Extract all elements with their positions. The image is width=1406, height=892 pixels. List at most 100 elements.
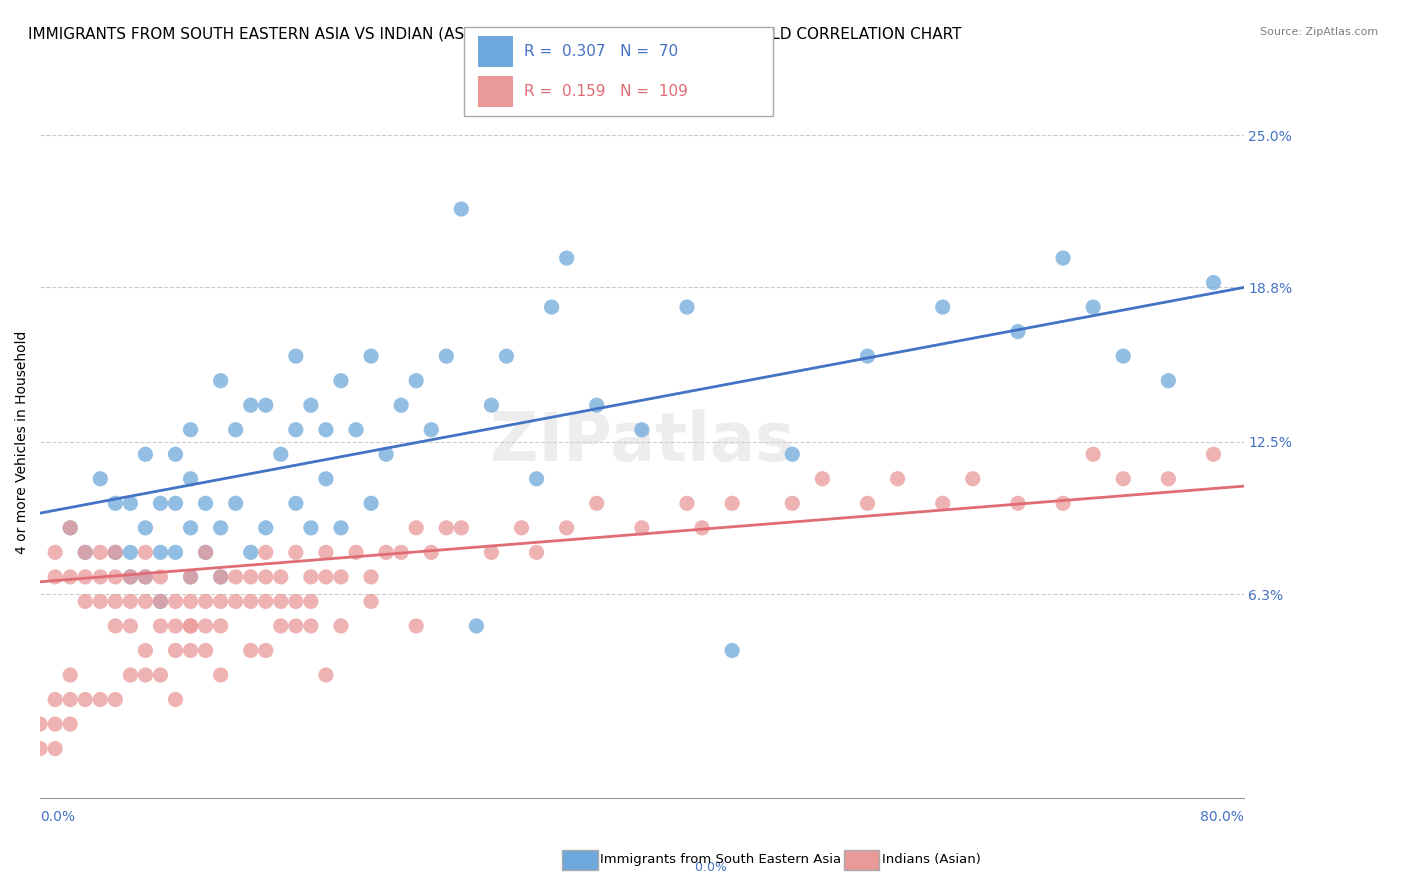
Point bbox=[120, 668, 142, 682]
Point bbox=[1081, 300, 1104, 314]
Point bbox=[782, 447, 804, 461]
Point bbox=[1052, 496, 1074, 510]
Point bbox=[540, 300, 562, 314]
Point bbox=[180, 594, 202, 608]
Point bbox=[1202, 447, 1225, 461]
Text: 0.0%: 0.0% bbox=[679, 861, 727, 874]
Point bbox=[239, 570, 262, 584]
Point bbox=[299, 398, 322, 412]
Point bbox=[59, 521, 82, 535]
Point bbox=[209, 570, 232, 584]
Point bbox=[676, 496, 699, 510]
Point bbox=[360, 594, 382, 608]
Point bbox=[209, 570, 232, 584]
Point bbox=[405, 374, 427, 388]
Point bbox=[270, 570, 292, 584]
Point bbox=[44, 741, 66, 756]
Point bbox=[434, 349, 457, 363]
Point bbox=[89, 545, 111, 559]
Point bbox=[526, 545, 548, 559]
Point bbox=[811, 472, 834, 486]
Point bbox=[315, 570, 337, 584]
Text: 0.0%: 0.0% bbox=[41, 810, 75, 824]
Point bbox=[450, 202, 472, 216]
Point bbox=[284, 545, 307, 559]
Point bbox=[134, 521, 156, 535]
Point bbox=[284, 423, 307, 437]
Point bbox=[555, 251, 578, 265]
Point bbox=[631, 521, 654, 535]
Point bbox=[134, 447, 156, 461]
Point bbox=[254, 545, 277, 559]
Point bbox=[104, 545, 127, 559]
Point bbox=[1007, 325, 1029, 339]
Point bbox=[149, 570, 172, 584]
Point bbox=[134, 570, 156, 584]
Point bbox=[465, 619, 488, 633]
Point bbox=[209, 594, 232, 608]
Point bbox=[149, 496, 172, 510]
Point bbox=[180, 570, 202, 584]
Point bbox=[165, 643, 187, 657]
Point bbox=[284, 594, 307, 608]
Point bbox=[856, 349, 879, 363]
Point bbox=[75, 594, 97, 608]
Point bbox=[89, 692, 111, 706]
Point bbox=[149, 545, 172, 559]
Point bbox=[239, 398, 262, 412]
Point bbox=[315, 472, 337, 486]
Point bbox=[44, 545, 66, 559]
Point bbox=[59, 521, 82, 535]
Point bbox=[1202, 276, 1225, 290]
Point bbox=[180, 619, 202, 633]
Point bbox=[225, 594, 247, 608]
Point bbox=[104, 545, 127, 559]
Point bbox=[239, 545, 262, 559]
Point bbox=[30, 741, 52, 756]
Point bbox=[721, 643, 744, 657]
Point bbox=[120, 545, 142, 559]
Point bbox=[134, 594, 156, 608]
Text: 80.0%: 80.0% bbox=[1199, 810, 1243, 824]
Point bbox=[254, 594, 277, 608]
Point bbox=[330, 570, 353, 584]
Point bbox=[225, 496, 247, 510]
Point bbox=[59, 570, 82, 584]
Point bbox=[134, 570, 156, 584]
Point bbox=[360, 496, 382, 510]
Point bbox=[180, 472, 202, 486]
Point bbox=[270, 594, 292, 608]
Point bbox=[420, 545, 443, 559]
Text: Immigrants from South Eastern Asia: Immigrants from South Eastern Asia bbox=[600, 854, 841, 866]
Point bbox=[149, 668, 172, 682]
Point bbox=[165, 594, 187, 608]
Point bbox=[330, 374, 353, 388]
Point bbox=[134, 545, 156, 559]
Point bbox=[75, 570, 97, 584]
Point bbox=[209, 521, 232, 535]
Point bbox=[180, 643, 202, 657]
Point bbox=[239, 594, 262, 608]
Point bbox=[149, 594, 172, 608]
Point bbox=[315, 668, 337, 682]
Point bbox=[104, 496, 127, 510]
Point bbox=[299, 521, 322, 535]
Point bbox=[510, 521, 533, 535]
Point bbox=[676, 300, 699, 314]
Point bbox=[194, 545, 217, 559]
Point bbox=[134, 643, 156, 657]
Point bbox=[44, 692, 66, 706]
Point bbox=[89, 570, 111, 584]
Point bbox=[450, 521, 472, 535]
Point bbox=[254, 521, 277, 535]
Point bbox=[886, 472, 908, 486]
Point bbox=[1157, 374, 1180, 388]
Point bbox=[782, 496, 804, 510]
Point bbox=[585, 398, 607, 412]
Point bbox=[1112, 472, 1135, 486]
Point bbox=[631, 423, 654, 437]
Point bbox=[44, 570, 66, 584]
Point bbox=[165, 619, 187, 633]
Point bbox=[405, 619, 427, 633]
Text: IMMIGRANTS FROM SOUTH EASTERN ASIA VS INDIAN (ASIAN) 4 OR MORE VEHICLES IN HOUSE: IMMIGRANTS FROM SOUTH EASTERN ASIA VS IN… bbox=[28, 27, 962, 42]
